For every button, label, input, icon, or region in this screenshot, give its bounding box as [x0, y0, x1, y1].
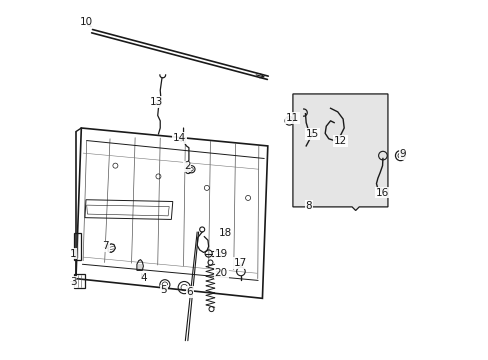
Text: 15: 15: [305, 129, 319, 139]
Text: 10: 10: [80, 17, 93, 27]
Text: 4: 4: [140, 273, 146, 283]
Text: 5: 5: [160, 285, 167, 296]
Text: 16: 16: [376, 188, 389, 198]
Text: 9: 9: [399, 149, 406, 159]
Text: 12: 12: [333, 136, 346, 146]
Text: 6: 6: [186, 287, 193, 297]
Polygon shape: [292, 94, 387, 211]
Text: 17: 17: [234, 258, 247, 268]
Text: 18: 18: [219, 228, 232, 238]
Text: 8: 8: [305, 201, 312, 211]
Text: 11: 11: [285, 113, 299, 123]
Bar: [74, 233, 81, 260]
Text: 20: 20: [214, 268, 227, 278]
Text: 14: 14: [172, 133, 185, 143]
Text: 1: 1: [70, 248, 76, 258]
Bar: [74, 274, 85, 288]
Text: 19: 19: [214, 248, 227, 258]
Text: 3: 3: [70, 277, 76, 287]
Text: 7: 7: [102, 241, 108, 251]
Text: 2: 2: [183, 161, 190, 171]
Text: 13: 13: [150, 97, 163, 107]
